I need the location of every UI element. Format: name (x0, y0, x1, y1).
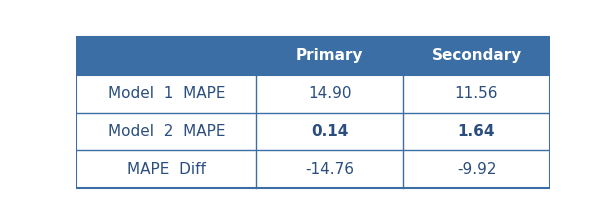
Text: 11.56: 11.56 (455, 86, 498, 101)
Text: 14.90: 14.90 (308, 86, 351, 101)
Bar (403, 37, 550, 75)
Bar (256, 37, 403, 75)
Bar (403, 150, 550, 188)
Bar (76, 37, 550, 188)
Bar (76, 150, 256, 188)
Text: 0.14: 0.14 (311, 124, 348, 139)
Bar (256, 75, 403, 113)
Text: -14.76: -14.76 (306, 162, 354, 177)
Text: Model  1  MAPE: Model 1 MAPE (108, 86, 225, 101)
Bar (76, 75, 256, 113)
Text: 1.64: 1.64 (458, 124, 496, 139)
Bar (256, 113, 403, 150)
Bar (76, 37, 256, 75)
Text: Primary: Primary (296, 48, 364, 64)
Bar (76, 113, 256, 150)
Text: -9.92: -9.92 (457, 162, 496, 177)
Text: Model  2  MAPE: Model 2 MAPE (108, 124, 225, 139)
Bar (403, 75, 550, 113)
Text: MAPE  Diff: MAPE Diff (127, 162, 206, 177)
Bar (403, 113, 550, 150)
Text: Secondary: Secondary (431, 48, 522, 64)
Bar (256, 150, 403, 188)
